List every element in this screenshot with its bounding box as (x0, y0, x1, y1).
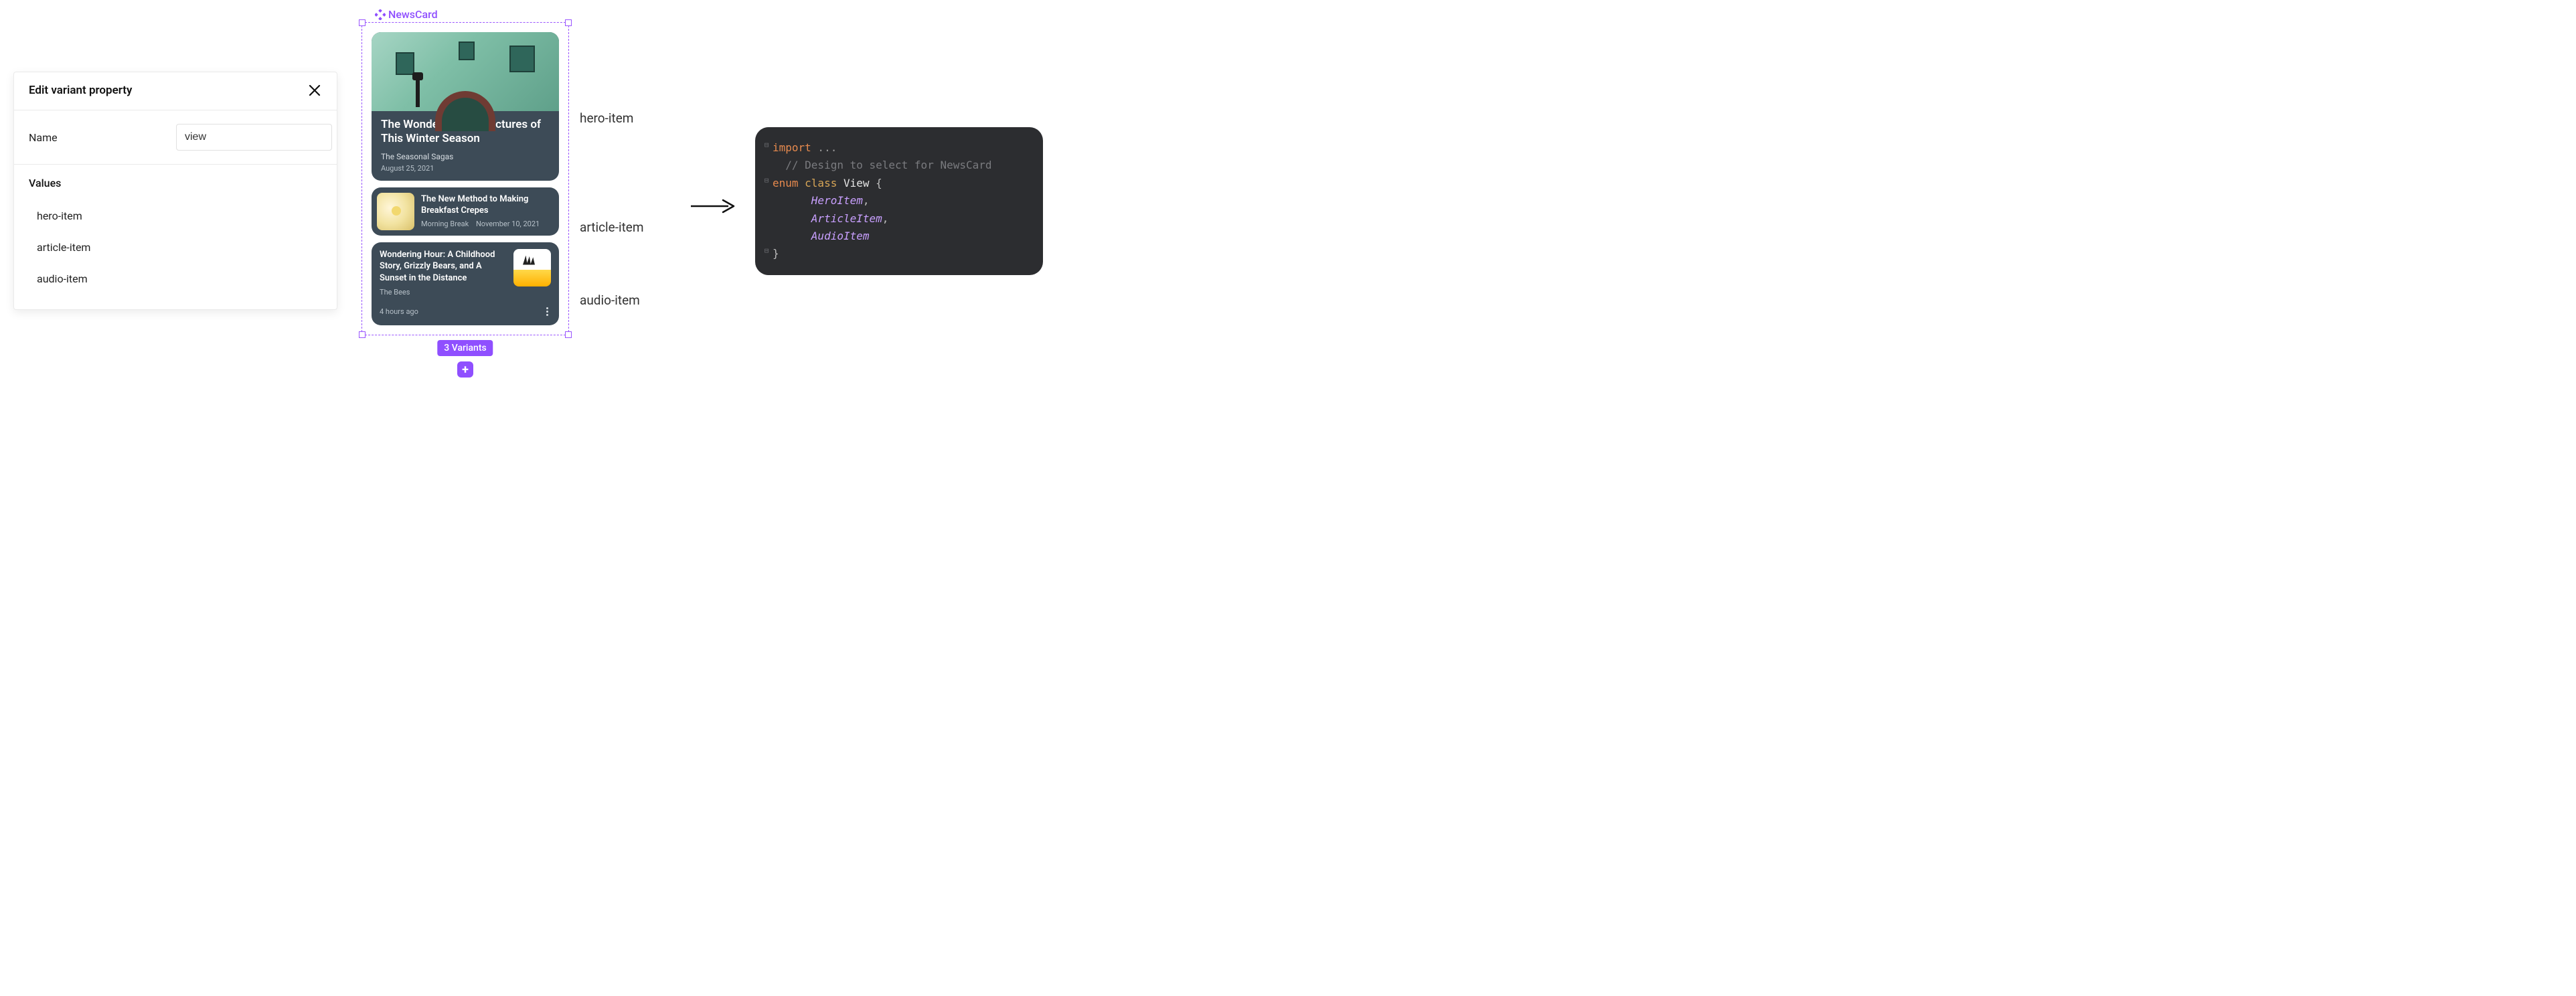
more-icon[interactable] (544, 305, 551, 319)
selection-handle[interactable] (565, 331, 572, 338)
code-keyword: enum (773, 175, 799, 192)
hero-image (372, 32, 559, 111)
value-item[interactable]: hero-item (29, 200, 322, 232)
values-heading: Values (29, 177, 322, 189)
arrow-icon (690, 198, 736, 217)
code-enum-member: ArticleItem (811, 210, 882, 228)
audio-source: The Bees (380, 288, 507, 297)
hero-subtitle: The Seasonal Sagas (381, 152, 550, 161)
fold-icon[interactable] (760, 245, 773, 262)
component-name: NewsCard (388, 8, 438, 21)
article-title: The New Method to Making Breakfast Crepe… (421, 194, 554, 217)
variant-label-audio: audio-item (580, 293, 640, 308)
variant-property-panel: Edit variant property Name Values hero-i… (13, 72, 337, 310)
name-label: Name (29, 131, 163, 144)
name-row: Name (14, 110, 337, 165)
audio-title: Wondering Hour: A Childhood Story, Grizz… (380, 249, 507, 284)
close-icon[interactable] (307, 83, 322, 98)
variant-count-badge[interactable]: 3 Variants (437, 340, 493, 356)
audio-time: 4 hours ago (380, 307, 418, 316)
fold-icon[interactable] (760, 139, 773, 157)
add-variant-button[interactable]: + (457, 361, 473, 378)
values-section: Values hero-item article-item audio-item (14, 165, 337, 309)
variant-label-hero: hero-item (580, 110, 633, 126)
name-input[interactable] (176, 124, 332, 151)
component-frame[interactable]: The Wonderful Architectures of This Wint… (361, 22, 569, 335)
value-item[interactable]: article-item (29, 232, 322, 263)
component-label[interactable]: NewsCard (375, 8, 569, 21)
selection-handle[interactable] (565, 19, 572, 26)
selection-handle[interactable] (359, 19, 366, 26)
hero-date: August 25, 2021 (381, 164, 550, 173)
fold-icon[interactable] (760, 175, 773, 192)
component-icon (375, 9, 386, 20)
article-card[interactable]: The New Method to Making Breakfast Crepe… (372, 187, 559, 236)
panel-header: Edit variant property (14, 72, 337, 110)
code-block: import ... // Design to select for NewsC… (755, 127, 1043, 275)
article-source: Morning Break (421, 220, 469, 228)
panel-title: Edit variant property (29, 84, 132, 97)
value-item[interactable]: audio-item (29, 263, 322, 295)
audio-thumbnail (513, 249, 551, 286)
article-thumbnail (377, 193, 414, 230)
selection-handle[interactable] (359, 331, 366, 338)
code-enum-member: HeroItem (811, 192, 863, 210)
code-type: View (837, 175, 876, 192)
code-text: } (773, 245, 779, 262)
hero-card[interactable]: The Wonderful Architectures of This Wint… (372, 32, 559, 181)
code-text: { (876, 175, 882, 192)
article-date: November 10, 2021 (476, 220, 540, 228)
code-keyword: import (773, 139, 811, 157)
variant-label-article: article-item (580, 220, 644, 235)
audio-card[interactable]: Wondering Hour: A Childhood Story, Grizz… (372, 242, 559, 326)
code-keyword: class (799, 175, 837, 192)
code-enum-member: AudioItem (811, 228, 870, 245)
component-frame-wrap: NewsCard The Wonderful Architectures of … (361, 8, 569, 335)
code-text: ... (811, 139, 837, 157)
code-comment: // Design to select for NewsCard (773, 157, 992, 174)
